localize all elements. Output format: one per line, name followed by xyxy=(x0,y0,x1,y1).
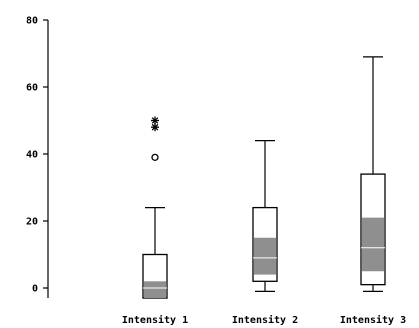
y-axis: 0 20 40 60 80 xyxy=(26,16,48,299)
outlier-star xyxy=(151,117,159,125)
y-tick-label: 80 xyxy=(26,16,38,27)
outlier-circle xyxy=(152,154,158,160)
x-tick-label-2: Intensity 2 xyxy=(232,314,298,326)
y-tick-label: 0 xyxy=(32,284,38,295)
box-layer xyxy=(143,57,385,298)
median-ci-band xyxy=(144,281,166,298)
y-tick-label: 40 xyxy=(26,150,38,161)
x-tick-label-3: Intensity 3 xyxy=(340,314,406,326)
x-tick-label-1: Intensity 1 xyxy=(122,314,188,326)
y-tick-label: 60 xyxy=(26,83,38,94)
median-ci-band xyxy=(254,238,276,275)
y-tick-label: 20 xyxy=(26,217,38,228)
box-3 xyxy=(361,57,385,292)
x-tick-labels: Intensity 1 Intensity 2 Intensity 3 xyxy=(122,314,406,326)
box-1 xyxy=(143,117,167,299)
box-2 xyxy=(253,141,277,292)
median-ci-band xyxy=(362,218,384,272)
